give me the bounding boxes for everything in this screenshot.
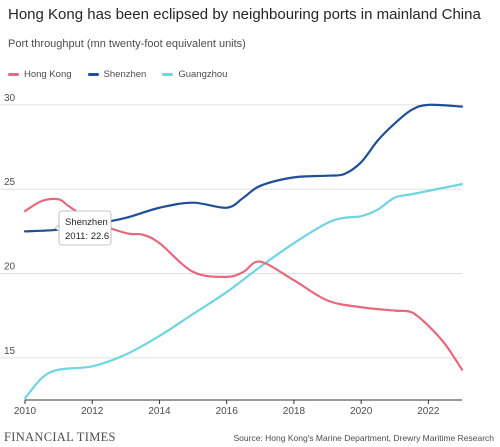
x-tick-label: 2018 <box>283 406 306 417</box>
chart-subtitle: Port throughput (mn twenty-foot equivale… <box>8 38 246 50</box>
x-tick-label: 2012 <box>81 406 104 417</box>
legend-label-hong-kong: Hong Kong <box>24 69 72 80</box>
series-line-guangzhou <box>23 183 464 400</box>
series-layer <box>23 103 464 400</box>
x-tick-label: 2022 <box>417 406 440 417</box>
series-line-hong-kong <box>23 197 464 371</box>
legend-swatch-hong-kong <box>8 73 19 76</box>
footer-source: Source: Hong Kong's Marine Department, D… <box>233 433 495 443</box>
y-tick-label: 30 <box>4 93 16 104</box>
series-line-shenzhen <box>23 103 464 233</box>
grid-layer <box>0 104 462 359</box>
y-tick-label: 25 <box>4 177 16 188</box>
legend-label-shenzhen: Shenzhen <box>103 69 147 80</box>
y-tick-label: 15 <box>4 346 16 357</box>
tooltip: Shenzhen 2011: 22.6 <box>54 210 112 246</box>
x-tick-label: 2014 <box>148 406 171 417</box>
tooltip-series: Shenzhen <box>65 217 108 228</box>
legend: Hong Kong Shenzhen Guangzhou <box>8 69 243 80</box>
x-tick-label: 2010 <box>14 406 37 417</box>
footer-brand: FINANCIAL TIMES <box>4 430 116 444</box>
tooltip-value: 2011: 22.6 <box>65 231 109 242</box>
legend-swatch-guangzhou <box>162 73 174 76</box>
x-tick-label: 2016 <box>216 406 239 417</box>
axis-layer: 15 20 25 30 2010 2012 2014 2016 2018 2020 2022 <box>4 93 462 417</box>
x-tick-label: 2020 <box>350 406 373 417</box>
legend-label-guangzhou: Guangzhou <box>178 69 228 80</box>
legend-item-hong-kong: Hong Kong <box>8 69 72 80</box>
y-tick-label: 20 <box>4 262 16 273</box>
chart-title: Hong Kong has been eclipsed by neighbour… <box>8 6 481 23</box>
legend-swatch-shenzhen <box>87 73 99 76</box>
legend-item-shenzhen: Shenzhen <box>87 69 147 80</box>
tooltip-pointer <box>54 224 60 232</box>
legend-item-guangzhou: Guangzhou <box>162 69 227 80</box>
